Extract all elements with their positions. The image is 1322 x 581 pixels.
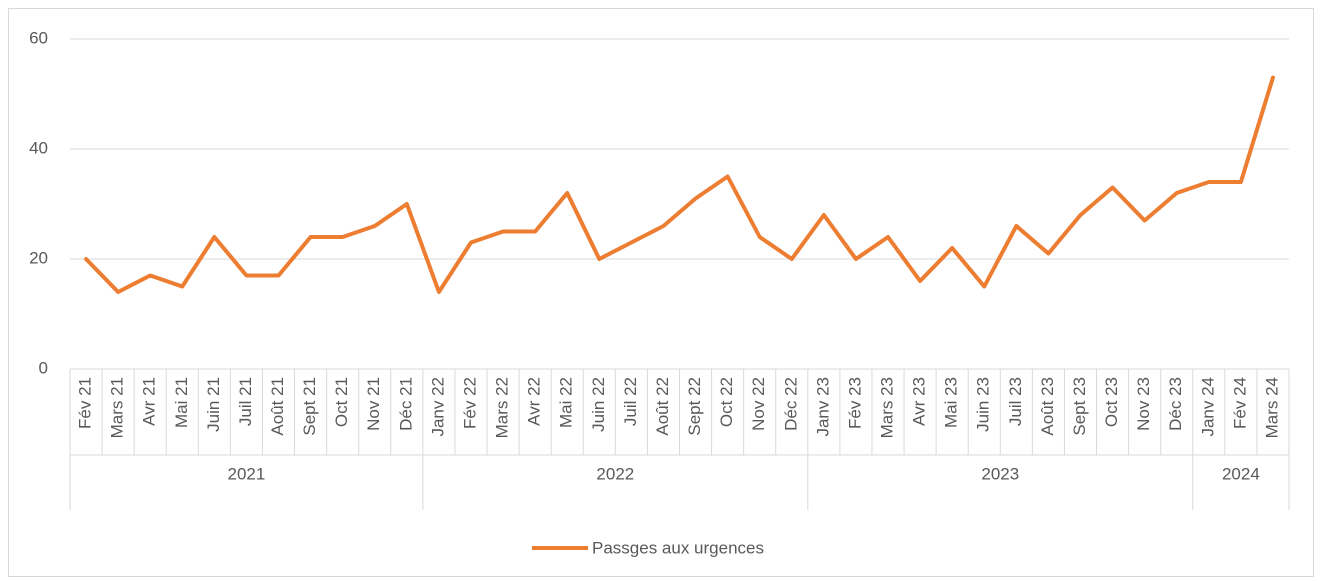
x-tick-label: Juin 23	[974, 377, 993, 432]
x-tick-label: Janv 22	[428, 377, 447, 437]
group-label: 2022	[596, 464, 634, 483]
x-tick-label: Fév 24	[1230, 377, 1249, 429]
x-tick-label: Mai 21	[172, 377, 191, 428]
x-tick-label: Fév 22	[460, 377, 479, 429]
x-tick-label: Sept 21	[300, 377, 319, 436]
x-tick-label: Août 21	[268, 377, 287, 436]
x-tick-label: Déc 23	[1166, 377, 1185, 431]
x-tick-label: Sept 23	[1070, 377, 1089, 436]
x-tick-label: Sept 22	[685, 377, 704, 436]
x-tick-label: Mai 22	[557, 377, 576, 428]
x-tick-label: Nov 21	[364, 377, 383, 431]
x-tick-label: Avr 23	[910, 377, 929, 426]
x-tick-label: Avr 22	[525, 377, 544, 426]
x-tick-label: Déc 21	[396, 377, 415, 431]
line	[84, 75, 1275, 294]
x-tick-label: Juil 21	[236, 377, 255, 426]
y-tick-label: 60	[29, 28, 48, 47]
x-tick-label: Oct 21	[332, 377, 351, 427]
x-tick-label: Nov 22	[749, 377, 768, 431]
x-tick-label: Janv 23	[813, 377, 832, 437]
y-tick-label: 40	[29, 138, 48, 157]
y-tick-label: 0	[39, 358, 48, 377]
group-label: 2024	[1222, 464, 1260, 483]
x-tick-label: Août 22	[653, 377, 672, 436]
x-tick-label: Mars 24	[1262, 377, 1281, 438]
group-label: 2023	[981, 464, 1019, 483]
x-tick-label: Mars 22	[493, 377, 512, 438]
x-tick-label: Avr 21	[140, 377, 159, 426]
x-tick-label: Mars 21	[108, 377, 127, 438]
x-tick-label: Janv 24	[1198, 377, 1217, 437]
x-tick-label: Mars 23	[877, 377, 896, 438]
x-tick-label: Mai 23	[942, 377, 961, 428]
x-tick-label: Juil 23	[1006, 377, 1025, 426]
x-tick-label: Déc 22	[781, 377, 800, 431]
x-tick-label: Août 23	[1038, 377, 1057, 436]
x-tick-label: Juin 22	[589, 377, 608, 432]
x-tick-label: Juin 21	[204, 377, 223, 432]
x-tick-label: Nov 23	[1134, 377, 1153, 431]
x-tick-label: Fév 21	[76, 377, 95, 429]
x-tick-label: Oct 22	[717, 377, 736, 427]
chart-border	[8, 8, 1314, 577]
x-tick-label: Oct 23	[1102, 377, 1121, 427]
y-tick-label: 20	[29, 248, 48, 267]
x-tick-label: Juil 22	[621, 377, 640, 426]
group-label: 2021	[228, 464, 266, 483]
x-tick-label: Fév 23	[845, 377, 864, 429]
legend-label: Passges aux urgences	[592, 538, 764, 557]
